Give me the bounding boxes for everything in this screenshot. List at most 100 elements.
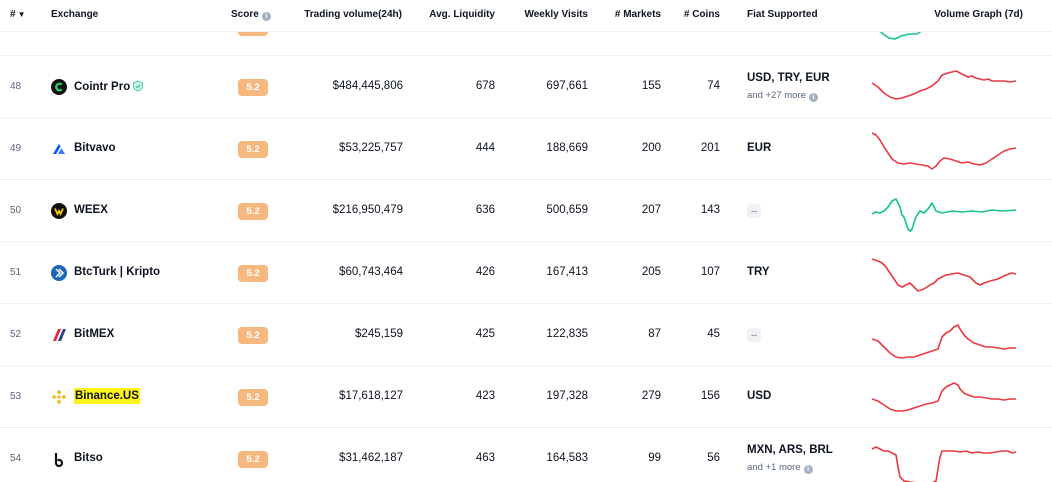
coins-count: 201 [700, 142, 720, 154]
trading-volume: $245,159 [355, 328, 403, 340]
coins-header[interactable]: # Coins [683, 9, 720, 20]
visits-header[interactable]: Weekly Visits [524, 9, 588, 20]
exchange-logo-icon [51, 79, 67, 95]
score-badge: 5.2 [238, 327, 268, 344]
trading-volume: $17,618,127 [339, 390, 403, 402]
fiat-supported: EUR [747, 142, 772, 154]
trading-volume: $216,950,479 [332, 204, 403, 216]
score-badge: 5.2 [238, 141, 268, 158]
trading-volume: $31,462,187 [339, 452, 403, 464]
volume-sparkline [871, 132, 1017, 170]
table-row[interactable]: 49 Bitvavo 5.2 $53,225,757 444 188,669 200 201 E… [0, 118, 1052, 180]
exchange-name-link[interactable]: Bitvavo [74, 142, 116, 154]
markets-count: 200 [641, 142, 661, 154]
coins-count: 45 [707, 328, 720, 340]
volume-sparkline [871, 70, 1017, 100]
fiat-supported: MXN, ARS, BRL [747, 444, 833, 456]
coins-count: 74 [707, 80, 720, 92]
rank-number: 50 [10, 205, 22, 216]
score-badge: 5.2 [238, 265, 268, 282]
exchange-logo-icon [51, 389, 67, 405]
exchange-header[interactable]: Exchange [51, 9, 99, 20]
rank-number: 53 [10, 391, 22, 402]
volume-sparkline [871, 446, 1017, 482]
exchange-name-link[interactable]: WEEX [74, 204, 108, 216]
trading-volume: $53,225,757 [339, 142, 403, 154]
weekly-visits: 164,583 [546, 452, 588, 464]
volume-sparkline [871, 258, 1017, 292]
volume-sparkline [871, 324, 1016, 359]
exchange-name-link[interactable]: Cointr Pro [74, 80, 144, 93]
caret-down-icon: ▼ [17, 10, 26, 19]
fiat-supported: USD [747, 390, 772, 402]
exchange-logo-icon [51, 265, 67, 281]
volume-header[interactable]: Trading volume(24h) [304, 9, 402, 20]
markets-count: 279 [641, 390, 661, 402]
avg-liquidity: 444 [475, 142, 495, 154]
coins-count: 156 [700, 390, 720, 402]
coins-count: 143 [700, 204, 720, 216]
exchange-name-link[interactable]: Binance.US [74, 388, 140, 404]
volume-sparkline [871, 382, 1016, 412]
coins-count: 107 [700, 266, 720, 278]
weekly-visits: 122,835 [546, 328, 588, 340]
weekly-visits: 697,661 [546, 80, 588, 92]
table-row[interactable]: 48 Cointr Pro 5.2 $484,445,806 678 697,661 155… [0, 56, 1052, 118]
fiat-supported: TRY [747, 266, 770, 278]
score-badge: 5.2 [238, 79, 268, 96]
weekly-visits: 197,328 [546, 390, 588, 402]
trading-volume: $484,445,806 [332, 80, 403, 92]
rank-number: 52 [10, 329, 22, 340]
weekly-visits: 500,659 [546, 204, 588, 216]
exchange-logo-icon [51, 327, 67, 343]
exchange-logo-icon [51, 451, 67, 468]
rank-header[interactable]: # ▼ [10, 9, 26, 20]
rank-number: 49 [10, 143, 22, 154]
fiat-none: -- [747, 328, 761, 342]
table-row[interactable]: 52 BitMEX 5.2 $245,159 425 122,835 87 45 -- [0, 304, 1052, 366]
volume-sparkline [871, 198, 1017, 232]
fiat-more-link[interactable]: and +1 more i [747, 462, 813, 474]
exchange-name-highlight: Binance.US [74, 388, 140, 404]
info-icon[interactable]: i [261, 12, 271, 21]
markets-count: 207 [641, 204, 661, 216]
table-row[interactable]: 53 Binance.US 5.2 $17,618,127 423 197,328 279 1… [0, 366, 1052, 428]
fiat-header[interactable]: Fiat Supported [747, 9, 818, 20]
markets-count: 155 [641, 80, 661, 92]
exchange-name-link[interactable]: BtcTurk | Kripto [74, 266, 161, 278]
coins-count: 56 [707, 452, 720, 464]
exchange-logo-icon [51, 203, 67, 219]
previous-row-partial [0, 32, 1052, 56]
avg-liquidity: 426 [475, 266, 495, 278]
verified-badge-icon [133, 80, 144, 92]
info-icon[interactable]: i [808, 93, 818, 102]
info-icon[interactable]: i [803, 465, 813, 474]
fiat-more-link[interactable]: and +27 more i [747, 90, 818, 102]
fiat-supported: USD, TRY, EUR [747, 72, 830, 84]
avg-liquidity: 463 [475, 452, 495, 464]
score-badge: 5.2 [238, 203, 268, 220]
rank-number: 51 [10, 267, 22, 278]
exchange-name-link[interactable]: BitMEX [74, 328, 115, 340]
markets-count: 99 [648, 452, 661, 464]
markets-header[interactable]: # Markets [614, 9, 661, 20]
weekly-visits: 167,413 [546, 266, 588, 278]
volume-graph-header: Volume Graph (7d) [934, 9, 1023, 20]
avg-liquidity: 678 [475, 80, 495, 92]
exchange-logo-icon [51, 141, 67, 157]
volume-sparkline [879, 32, 922, 40]
score-header[interactable]: Score i [231, 9, 271, 21]
exchange-name-link[interactable]: Bitso [74, 452, 103, 464]
rank-number: 54 [10, 453, 22, 464]
weekly-visits: 188,669 [546, 142, 588, 154]
table-header: # ▼ Exchange Score i Trading volume(24h) A… [0, 0, 1052, 32]
avg-liquidity: 636 [475, 204, 495, 216]
table-row[interactable]: 54 Bitso 5.2 $31,462,187 463 164,583 99 56 MXN, … [0, 428, 1052, 482]
score-badge: 5.2 [238, 389, 268, 406]
liquidity-header[interactable]: Avg. Liquidity [429, 9, 495, 20]
table-row[interactable]: 51 BtcTurk | Kripto 5.2 $60,743,464 426 167,4… [0, 242, 1052, 304]
table-row[interactable]: 50 WEEX 5.2 $216,950,479 636 500,659 207 143 -- [0, 180, 1052, 242]
score-badge [238, 32, 268, 36]
markets-count: 87 [648, 328, 661, 340]
fiat-none: -- [747, 204, 761, 218]
